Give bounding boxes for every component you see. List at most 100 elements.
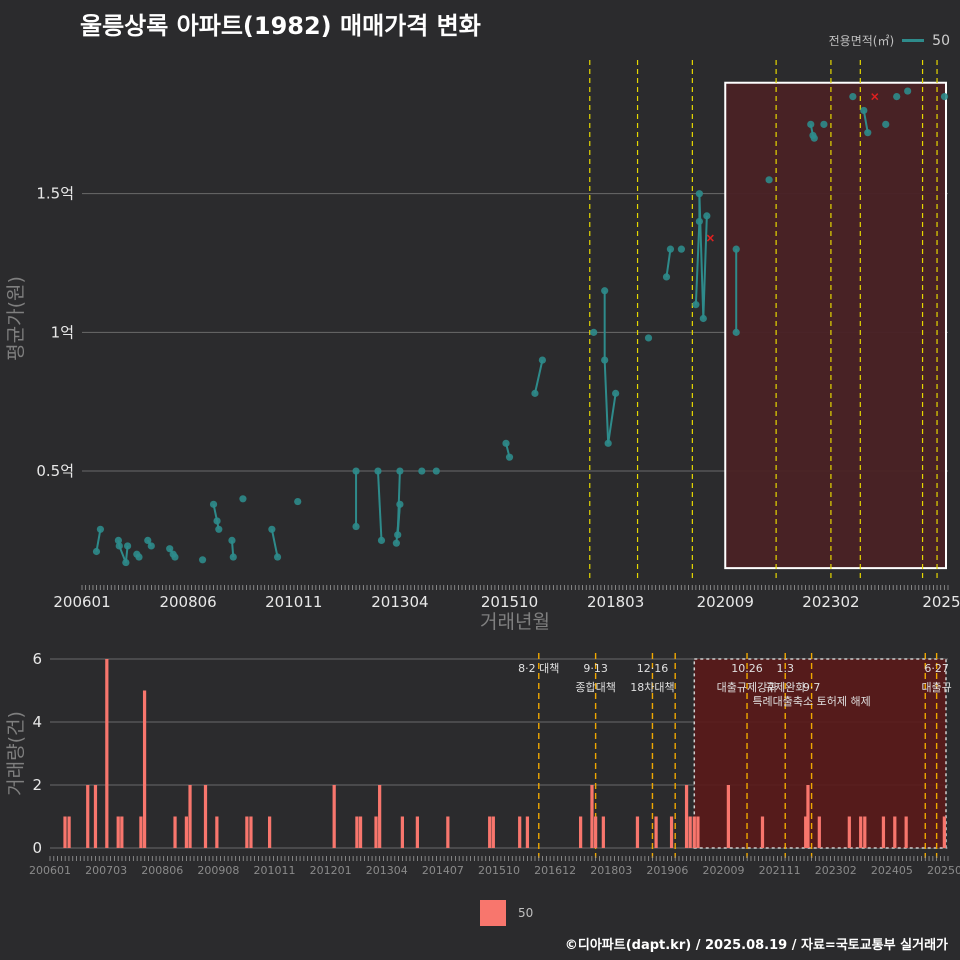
data-point — [604, 439, 612, 447]
volume-bar — [893, 816, 897, 848]
volume-bar — [400, 816, 404, 848]
data-point — [215, 525, 223, 533]
data-point — [860, 106, 868, 115]
data-point — [92, 547, 101, 556]
volume-bar — [415, 816, 419, 848]
volume-bar — [881, 816, 886, 848]
volume-bar — [579, 816, 583, 848]
data-point — [893, 93, 901, 101]
volume-bar — [726, 785, 730, 848]
policy-annotation: 12·16 — [637, 662, 669, 675]
volume-bar — [249, 816, 253, 848]
x-tick-label: 2025 — [922, 593, 960, 611]
bar-x-tick-label: 202302 — [815, 864, 857, 877]
x-tick-label: 201510 — [481, 593, 538, 611]
bar-x-tick-label: 201612 — [534, 864, 576, 877]
data-point — [644, 334, 653, 342]
x-tick-label: 201011 — [265, 593, 322, 611]
volume-bar — [268, 816, 272, 848]
data-point — [864, 129, 872, 137]
volume-bar — [184, 816, 189, 848]
data-point — [732, 328, 740, 336]
data-point — [392, 539, 400, 547]
data-point — [96, 525, 105, 533]
data-point — [135, 553, 143, 561]
policy-annotation: 9·7 — [803, 681, 821, 694]
policy-annotation: 10.26 — [731, 662, 763, 675]
series-line-segment — [533, 359, 544, 394]
data-point — [703, 212, 711, 220]
bar-x-tick-label: 200806 — [141, 864, 183, 877]
volume-bar — [105, 659, 109, 848]
bar-x-tick-label: 200908 — [197, 864, 239, 877]
cancelled-marker — [871, 93, 879, 101]
volume-bar — [332, 785, 336, 848]
policy-annotation: 대출규 — [921, 681, 951, 694]
x-tick-label: 200601 — [53, 593, 110, 611]
data-point — [765, 176, 773, 184]
policy-annotation: 대출규제강화 — [717, 681, 778, 694]
bar-x-tick-label: 202405 — [871, 864, 913, 877]
bar-x-tick-label: 200601 — [29, 864, 71, 877]
policy-annotation: 특례대출축소 토허제 해제 — [752, 694, 870, 708]
policy-annotation: 종합대책 — [575, 681, 615, 694]
legend-bar-label: 50 — [518, 906, 534, 920]
data-point — [213, 517, 221, 525]
bar-x-tick-label: 202508 — [927, 864, 960, 877]
data-point — [171, 553, 179, 561]
data-point — [695, 190, 703, 198]
series-line-segment — [270, 529, 279, 558]
volume-bar — [669, 816, 674, 848]
series-line-segment — [665, 249, 672, 278]
volume-bar — [518, 816, 522, 848]
x-tick-label: 201803 — [587, 593, 644, 611]
data-point — [114, 536, 122, 544]
volume-bar — [594, 816, 598, 848]
legend-bar-swatch — [480, 900, 506, 926]
data-point — [144, 536, 152, 544]
data-point — [198, 556, 207, 564]
data-point — [147, 542, 155, 550]
bar-y-tick-label: 4 — [32, 713, 42, 731]
series-line-segment — [694, 221, 701, 305]
x-tick-label: 201304 — [371, 593, 428, 611]
volume-bar — [654, 816, 658, 848]
data-point — [394, 531, 402, 539]
volume-bar — [203, 785, 208, 848]
series-line-segment — [603, 360, 610, 444]
bar-x-tick-label: 202009 — [703, 864, 745, 877]
data-point — [396, 467, 404, 475]
data-point — [849, 93, 857, 101]
data-point — [601, 287, 609, 295]
volume-bar — [139, 816, 143, 848]
data-point — [904, 87, 912, 95]
data-point — [294, 497, 302, 506]
highlight-box — [724, 81, 947, 570]
volume-bar — [590, 785, 594, 848]
legend-title: 전용면적(㎡) — [828, 34, 895, 48]
volume-bar — [863, 816, 867, 848]
data-point — [228, 536, 236, 544]
data-point — [505, 453, 514, 461]
chart-title: 울릉상록 아파트(1982) 매매가격 변화 — [80, 12, 481, 40]
data-point — [882, 120, 890, 128]
data-point — [732, 245, 740, 253]
bar-y-tick-label: 0 — [32, 839, 42, 857]
policy-annotation: 규제완화 — [765, 681, 805, 694]
y-tick-label: 1.5억 — [36, 185, 74, 203]
data-point — [666, 245, 675, 253]
volume-bar — [488, 816, 492, 848]
volume-bar — [142, 690, 147, 848]
legend-series-label: 50 — [932, 32, 950, 49]
volume-bar — [355, 816, 359, 848]
footer-credit: ©디아파트(dapt.kr) / 2025.08.19 / 자료=국토교통부 실… — [564, 938, 948, 953]
data-point — [229, 553, 237, 561]
policy-annotation: 1.3 — [776, 662, 794, 675]
data-point — [418, 467, 426, 475]
volume-bar — [760, 816, 765, 848]
bar-x-tick-label: 201803 — [590, 864, 632, 877]
bar-y-tick-label: 6 — [32, 650, 42, 668]
volume-bar — [859, 816, 863, 848]
volume-bar — [215, 816, 219, 848]
policy-annotation: 9·13 — [583, 662, 608, 675]
